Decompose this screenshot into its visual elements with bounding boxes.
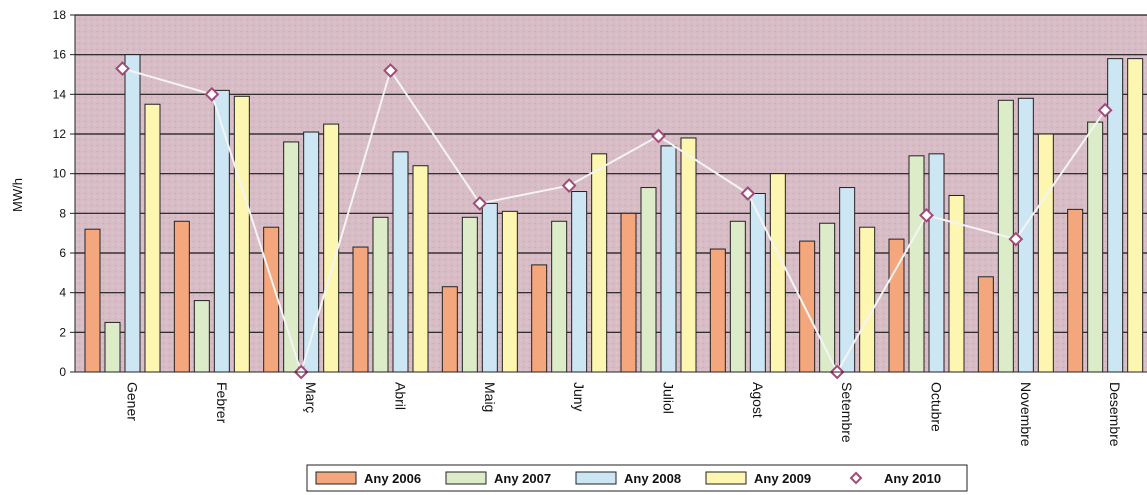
bar-any-2009-1 [233,95,250,373]
bar-any-2009-2 [323,123,340,373]
bar-any-2009-7 [769,173,786,373]
bar-any-2006-10 [977,276,994,373]
x-tick-label: Novembre [1018,382,1034,447]
point-any-2010-0 [115,61,130,76]
plot-background [75,15,1147,372]
bar-any-2008-6 [660,145,677,373]
bar-any-2008-10 [1017,97,1034,373]
x-tick-label: Març [303,382,319,413]
bar-any-2008-11 [1107,58,1124,373]
y-tick-label: 8 [59,206,66,220]
legend-label: Any 2010 [884,471,941,486]
bar-any-2007-9 [908,155,925,373]
legend-swatch [445,471,487,485]
y-tick-label: 16 [53,48,67,62]
y-tick-label: 12 [53,127,67,141]
point-any-2010-4 [472,196,488,211]
legend-marker [849,471,863,485]
bar-any-2009-3 [412,165,429,373]
x-tick-label: Gener [125,382,141,421]
y-tick-label: 10 [53,167,67,181]
x-tick-label: Desembre [1107,382,1123,447]
legend-label: Any 2009 [754,471,811,486]
y-tick-label: 6 [59,246,66,260]
bar-any-2007-4 [461,216,478,373]
bar-any-2006-2 [263,226,280,373]
bar-any-2007-11 [1087,121,1104,373]
x-tick-label: Juny [571,382,587,412]
bar-any-2008-9 [928,153,945,373]
line-series [115,61,1113,380]
y-tick-label: 4 [59,286,66,300]
legend-swatch [575,471,617,485]
x-tick-label: Abril [393,382,409,410]
point-any-2010-6 [651,128,666,144]
legend-label: Any 2008 [624,471,681,486]
bar-any-2007-1 [193,300,210,373]
x-tick-label: Octubre [929,382,945,432]
bar-any-2006-0 [84,228,101,373]
x-tick-label: Setembre [839,382,855,443]
y-tick-label: 18 [53,8,67,22]
x-tick-label: Juliol [661,382,677,414]
bars [84,54,1144,373]
bar-any-2006-4 [441,286,458,373]
y-axis-label: MW/h [10,178,25,212]
bar-any-2007-6 [640,187,657,373]
bar-any-2006-1 [173,220,190,373]
bar-any-2007-3 [372,216,389,373]
point-any-2010-1 [204,86,220,102]
bar-any-2008-5 [571,191,588,373]
bar-any-2006-8 [799,240,816,373]
point-any-2010-11 [1097,102,1113,118]
y-tick-label: 2 [59,325,66,339]
bar-any-2007-0 [104,321,121,373]
legend-swatch [705,471,747,485]
point-any-2010-7 [740,186,756,201]
bar-any-2008-7 [749,193,766,373]
bar-any-2009-5 [591,153,608,373]
x-tick-label: Febrer [214,382,230,424]
bar-any-2007-7 [729,220,746,373]
bar-any-2008-3 [392,151,409,373]
bar-any-2007-2 [283,141,300,373]
point-any-2010-9 [919,207,934,223]
bar-any-2007-5 [551,220,568,373]
bar-any-2006-3 [352,246,369,373]
gridlines [75,14,1147,333]
bar-any-2009-8 [859,226,876,373]
y-tick-label: 14 [53,87,67,101]
bar-any-2008-4 [481,202,498,373]
bar-any-2006-7 [709,248,726,373]
y-axis-ticks: 0 2 4 6 8 10 12 14 16 18 [53,8,75,379]
bar-any-2009-4 [501,210,518,373]
bar-any-2006-11 [1067,208,1084,373]
legend-label: Any 2006 [364,471,421,486]
legend-swatch [315,471,357,485]
point-any-2010-10 [1008,231,1024,247]
bar-any-2009-0 [144,103,161,373]
bar-any-2009-10 [1037,133,1054,373]
legend: Any 2006 Any 2007 Any 2008 Any 2009 Any 2010 [306,464,968,492]
point-any-2010-3 [383,63,398,78]
line-any-2010 [122,67,1106,376]
y-tick-label: 0 [59,365,66,379]
bar-any-2008-0 [124,54,141,373]
bar-any-2008-1 [213,89,230,373]
legend-label: Any 2007 [494,471,551,486]
point-any-2010-5 [561,178,577,193]
x-tick-label: Maig [482,382,498,412]
bar-any-2006-5 [531,264,548,373]
bar-any-2009-11 [1127,58,1144,373]
bar-any-2006-6 [620,212,637,373]
x-tick-label: Agost [750,382,766,418]
x-axis-labels: Gener Febrer Març Abril Maig Juny Juliol Agost S… [125,382,1124,447]
bar-any-2009-6 [680,137,697,373]
bar-any-2007-8 [819,222,836,373]
